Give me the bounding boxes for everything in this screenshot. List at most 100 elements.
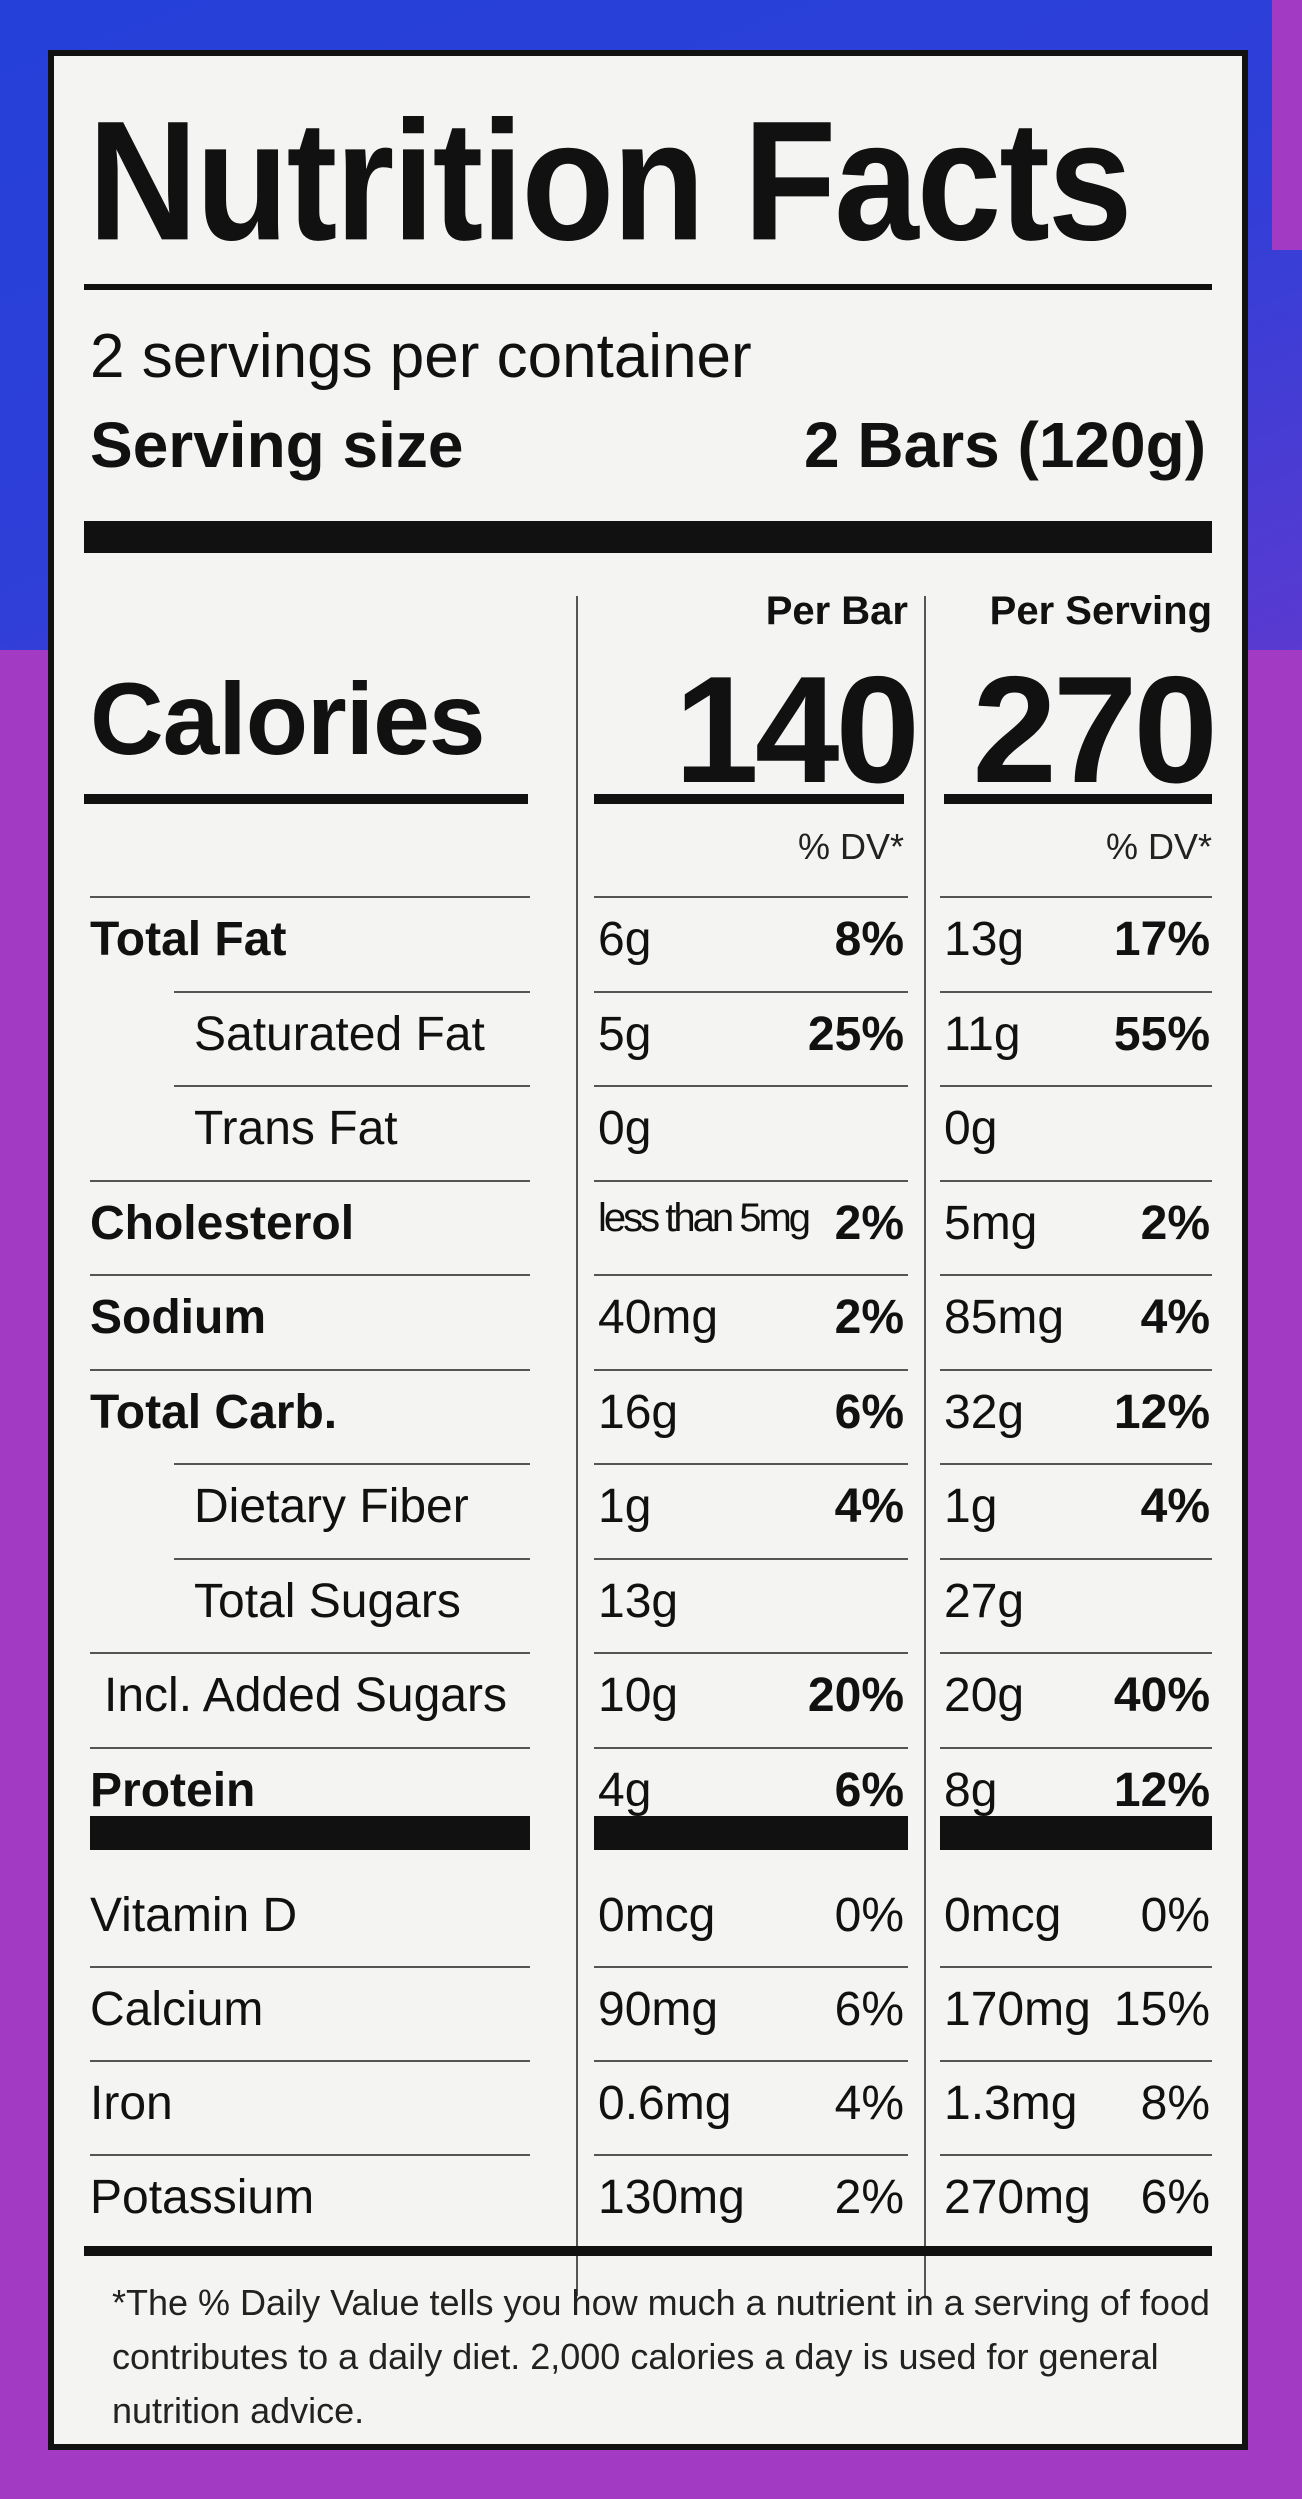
amount-per-serving: 11g: [944, 1007, 1021, 1061]
amount-per-bar: 1g: [598, 1480, 652, 1533]
amount-per-serving: 20g: [944, 1669, 1025, 1722]
vitamin-label: Calcium: [90, 1983, 264, 2036]
amount-per-serving: 13g: [944, 913, 1025, 966]
vitamin-label: Iron: [90, 2077, 173, 2130]
title-rule: [84, 284, 1212, 290]
row-separator-bar: [594, 1368, 908, 1371]
amount-per-bar: 4g: [598, 1763, 652, 1817]
dv-percent-per-bar: 8%: [834, 913, 904, 966]
amount-per-bar: 10g: [598, 1669, 679, 1722]
column-divider-bar: [576, 596, 578, 2296]
label-title: Nutrition Facts: [88, 85, 1132, 277]
vitamin-dv-per-bar: 6%: [834, 1983, 904, 2036]
nutrient-label: Sodium: [90, 1291, 266, 1344]
row-separator-bar: [594, 1274, 908, 1276]
calories-per-bar: 140: [674, 645, 920, 815]
amount-per-bar: less than 5mg: [598, 1195, 811, 1240]
row-separator-bar: [594, 1463, 908, 1465]
footnote-rule: [84, 2246, 1212, 2256]
row-separator-label: [90, 1746, 530, 1749]
vitamin-separator-label: [90, 2060, 530, 2062]
amount-per-bar: 40mg: [598, 1291, 719, 1344]
column-divider-serving: [924, 596, 926, 2296]
amount-per-bar: 13g: [598, 1574, 679, 1628]
nutrient-label: Trans Fat: [194, 1102, 398, 1155]
nutrient-label: Total Sugars: [194, 1574, 461, 1628]
row-separator-serving: [940, 1085, 1212, 1087]
row-separator-label: [90, 1179, 530, 1182]
vitamin-separator-label: [90, 2154, 530, 2156]
dv-percent-per-serving: 17%: [1113, 913, 1210, 966]
dv-percent-per-serving: 4%: [1140, 1480, 1210, 1533]
dv-percent-per-bar: 6%: [834, 1763, 904, 1817]
row-separator-label: [90, 896, 530, 898]
nutrient-label: Total Fat: [90, 913, 287, 966]
amount-per-bar: 16g: [598, 1385, 679, 1439]
vitamin-amount-per-serving: 1.3mg: [944, 2077, 1078, 2130]
nutrition-facts-label: Nutrition Facts 2 servings per container…: [48, 50, 1248, 2450]
vitamin-dv-per-bar: 2%: [834, 2171, 904, 2224]
vitamin-amount-per-bar: 90mg: [598, 1983, 719, 2036]
daily-value-footnote: *The % Daily Value tells you how much a …: [112, 2282, 1210, 2431]
dv-percent-per-bar: 6%: [834, 1385, 904, 1439]
dv-percent-per-bar: 2%: [834, 1196, 904, 1250]
row-separator-bar: [594, 1746, 908, 1749]
dv-percent-per-serving: 55%: [1113, 1007, 1210, 1061]
dv-percent-per-serving: 12%: [1113, 1763, 1210, 1817]
row-separator-serving: [940, 990, 1212, 993]
dv-header-per-bar: % DV*: [797, 826, 904, 867]
row-separator-serving: [940, 1746, 1212, 1749]
package-background-purple: [1272, 0, 1302, 250]
row-separator-serving: [940, 1652, 1212, 1654]
servings-per-container: 2 servings per container: [90, 322, 752, 391]
vitamin-amount-per-serving: 270mg: [944, 2171, 1091, 2224]
amount-per-serving: 8g: [944, 1763, 998, 1817]
nutrient-label: Cholesterol: [90, 1196, 355, 1250]
row-separator-bar: [594, 990, 908, 993]
row-separator-bar: [594, 1652, 908, 1654]
vitamin-amount-per-bar: 0.6mg: [598, 2077, 732, 2130]
row-separator-label: [174, 1463, 530, 1465]
amount-per-serving: 0g: [944, 1102, 998, 1155]
thick-rule-vitamins-left: [90, 1816, 530, 1850]
vitamin-dv-per-bar: 4%: [834, 2077, 904, 2130]
calories-per-serving: 270: [972, 645, 1218, 815]
row-separator-label: [90, 1652, 530, 1654]
vitamin-label: Vitamin D: [90, 1889, 298, 1942]
vitamin-separator-bar: [594, 2060, 908, 2062]
amount-per-serving: 27g: [944, 1574, 1025, 1628]
serving-size-value: 2 Bars (120g): [804, 409, 1206, 481]
dv-percent-per-bar: 25%: [807, 1007, 904, 1061]
dv-percent-per-serving: 40%: [1113, 1669, 1210, 1722]
vitamin-separator-bar: [594, 1966, 908, 1968]
row-separator-bar: [594, 1557, 908, 1560]
dv-percent-per-serving: 12%: [1113, 1385, 1210, 1439]
amount-per-bar: 0g: [598, 1102, 652, 1155]
vitamin-separator-serving: [940, 2154, 1212, 2156]
vitamin-separator-serving: [940, 1966, 1212, 1968]
amount-per-serving: 1g: [944, 1480, 998, 1533]
thick-rule-vitamins-right: [940, 1816, 1212, 1850]
row-separator-serving: [940, 1463, 1212, 1465]
dv-percent-per-bar: 4%: [834, 1480, 904, 1533]
thick-rule-top: [84, 521, 1212, 553]
nutrient-label: Saturated Fat: [194, 1007, 485, 1061]
amount-per-serving: 5mg: [944, 1196, 1038, 1250]
row-separator-label: [174, 990, 530, 993]
dv-percent-per-bar: 20%: [807, 1669, 904, 1722]
amount-per-bar: 5g: [598, 1007, 652, 1061]
row-separator-label: [174, 1085, 530, 1087]
row-separator-serving: [940, 896, 1212, 898]
amount-per-serving: 32g: [944, 1385, 1025, 1439]
row-separator-label: [90, 1274, 530, 1276]
serving-size-label: Serving size: [90, 409, 464, 481]
vitamin-dv-per-serving: 6%: [1140, 2171, 1210, 2224]
vitamin-dv-per-serving: 0%: [1140, 1889, 1210, 1942]
vitamin-separator-label: [90, 1966, 530, 1968]
row-separator-label: [90, 1368, 530, 1371]
column-header-per-bar: Per Bar: [765, 589, 908, 633]
vitamin-amount-per-serving: 170mg: [944, 1983, 1091, 2036]
dv-header-per-serving: % DV*: [1105, 826, 1212, 867]
vitamin-label: Potassium: [90, 2171, 315, 2224]
row-separator-bar: [594, 1179, 908, 1182]
